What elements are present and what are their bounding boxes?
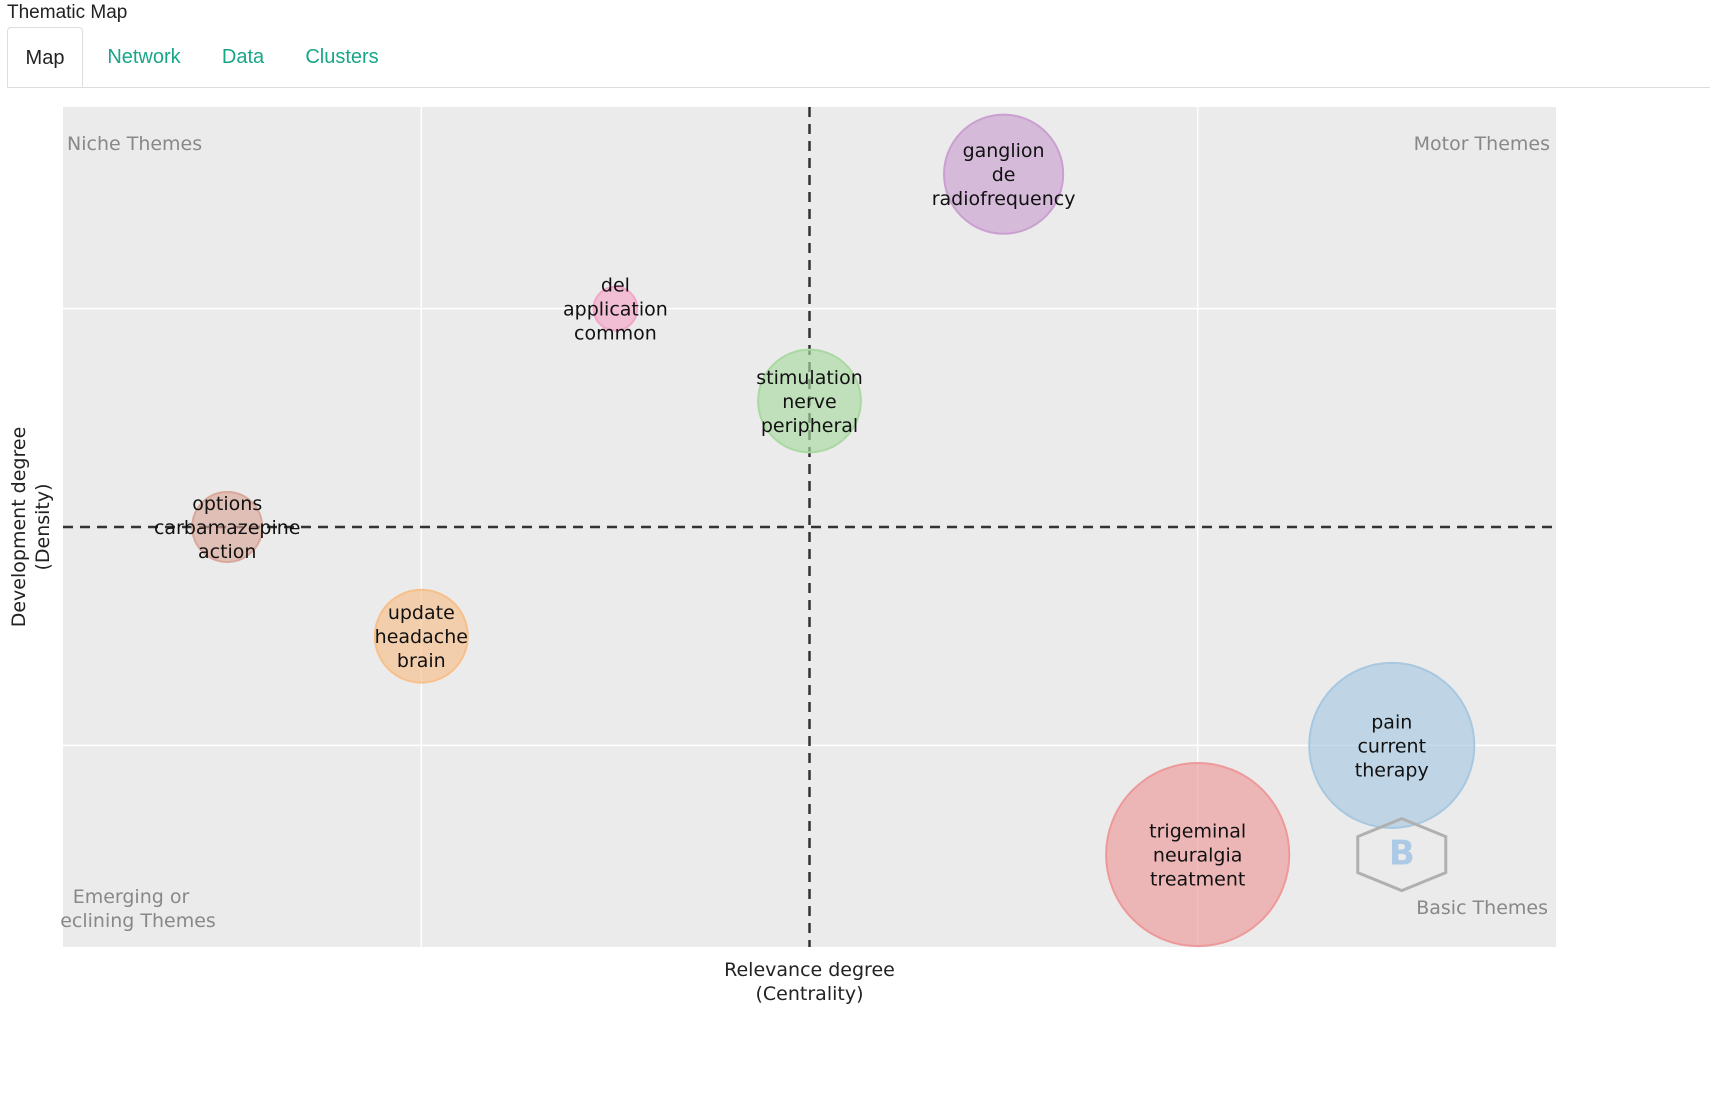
bubble-label: common <box>574 323 657 345</box>
bubble-ganglion[interactable] <box>943 113 1065 235</box>
tab-map[interactable]: Map <box>7 27 83 87</box>
bubble-label: brain <box>397 650 446 672</box>
y-axis-label-sub: (Density) <box>32 483 54 570</box>
bubble-label: action <box>198 541 256 563</box>
y-axis-label: Development degree <box>8 427 30 628</box>
bubble-label: pain <box>1371 711 1412 733</box>
x-axis-label-sub: (Centrality) <box>756 983 864 1005</box>
bubble-label: therapy <box>1355 759 1429 781</box>
bubble-trigeminal[interactable] <box>1105 762 1291 948</box>
svg-text:B: B <box>1389 834 1415 874</box>
bubble-pain[interactable] <box>1308 661 1476 829</box>
quadrant-label-basic: Basic Themes <box>1416 897 1548 919</box>
quadrant-label-niche: Niche Themes <box>67 133 202 155</box>
bubble-label: treatment <box>1150 869 1245 891</box>
tab-clusters[interactable]: Clusters <box>305 46 379 68</box>
quadrant-label-emerging-line2: eclining Themes <box>60 910 216 932</box>
bubble-label: radiofrequency <box>932 188 1076 210</box>
bubble-update[interactable] <box>373 588 469 684</box>
bubble-label: update <box>388 602 455 624</box>
bubble-options[interactable] <box>191 491 264 563</box>
bubble-layer <box>191 113 1476 948</box>
bubble-label: trigeminal <box>1149 821 1246 843</box>
bubble-label: ganglion <box>963 140 1045 162</box>
bibliometrix-logo: B <box>1356 816 1448 893</box>
bubble-label: neuralgia <box>1153 845 1243 867</box>
bubble-label: current <box>1357 735 1426 757</box>
quadrant-label-motor: Motor Themes <box>1414 133 1550 155</box>
tab-data[interactable]: Data <box>221 46 265 68</box>
bubble-label: carbamazepine <box>154 517 301 539</box>
tab-network[interactable]: Network <box>107 46 181 68</box>
bubble-label: del <box>601 275 630 297</box>
bubble-label: de <box>992 164 1016 186</box>
thematic-map-chart: B Niche Themes Motor Themes Emerging or … <box>8 107 1556 1005</box>
bubble-label: stimulation <box>756 367 863 389</box>
quadrant-label-emerging-line1: Emerging or <box>73 886 190 908</box>
quadrant-labels: Niche Themes Motor Themes Emerging or ec… <box>60 133 1550 932</box>
x-axis-label: Relevance degree <box>724 959 895 981</box>
bubble-label: application <box>563 299 668 321</box>
threshold-lines <box>63 107 1556 947</box>
bubble-label: headache <box>375 626 468 648</box>
tab-bar: Map Network Data Clusters <box>7 27 1710 88</box>
bubble-del[interactable] <box>592 285 639 332</box>
bubble-label: peripheral <box>761 415 858 437</box>
bubble-label: nerve <box>782 391 836 413</box>
bubble-stimulation[interactable] <box>757 348 862 454</box>
bubble-label: options <box>192 493 262 515</box>
app-title: Thematic Map <box>7 2 128 23</box>
